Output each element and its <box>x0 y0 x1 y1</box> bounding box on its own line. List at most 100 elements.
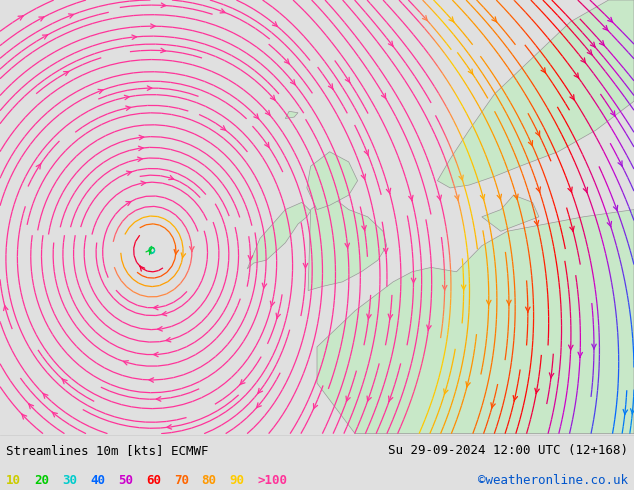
FancyArrowPatch shape <box>169 175 174 180</box>
FancyArrowPatch shape <box>39 17 44 21</box>
FancyArrowPatch shape <box>43 393 48 398</box>
FancyArrowPatch shape <box>486 300 491 305</box>
FancyArrowPatch shape <box>449 17 454 22</box>
FancyArrowPatch shape <box>491 403 495 408</box>
FancyArrowPatch shape <box>313 404 318 409</box>
FancyArrowPatch shape <box>466 382 470 387</box>
FancyArrowPatch shape <box>608 17 612 23</box>
Polygon shape <box>247 202 311 269</box>
FancyArrowPatch shape <box>149 378 153 382</box>
FancyArrowPatch shape <box>138 146 143 150</box>
FancyArrowPatch shape <box>29 404 34 409</box>
FancyArrowPatch shape <box>367 314 371 319</box>
FancyArrowPatch shape <box>481 195 484 200</box>
FancyArrowPatch shape <box>536 131 540 136</box>
Text: 20: 20 <box>34 474 49 487</box>
FancyArrowPatch shape <box>270 95 275 100</box>
Text: 50: 50 <box>118 474 133 487</box>
FancyArrowPatch shape <box>382 93 386 98</box>
FancyArrowPatch shape <box>174 249 179 255</box>
FancyArrowPatch shape <box>541 68 546 73</box>
FancyArrowPatch shape <box>161 3 165 7</box>
FancyArrowPatch shape <box>427 325 431 330</box>
FancyArrowPatch shape <box>534 220 539 226</box>
FancyArrowPatch shape <box>513 395 517 401</box>
FancyArrowPatch shape <box>158 327 162 331</box>
FancyArrowPatch shape <box>166 338 171 342</box>
FancyArrowPatch shape <box>157 397 161 401</box>
FancyArrowPatch shape <box>388 314 392 319</box>
FancyArrowPatch shape <box>497 194 501 200</box>
Polygon shape <box>307 152 358 210</box>
FancyArrowPatch shape <box>266 110 270 116</box>
FancyArrowPatch shape <box>570 95 574 100</box>
FancyArrowPatch shape <box>444 389 448 394</box>
FancyArrowPatch shape <box>138 157 142 162</box>
FancyArrowPatch shape <box>462 285 466 290</box>
FancyArrowPatch shape <box>42 35 48 39</box>
FancyArrowPatch shape <box>455 195 459 200</box>
FancyArrowPatch shape <box>126 171 131 175</box>
Polygon shape <box>308 195 387 291</box>
FancyArrowPatch shape <box>469 69 473 74</box>
FancyArrowPatch shape <box>570 226 574 232</box>
FancyArrowPatch shape <box>124 361 128 365</box>
FancyArrowPatch shape <box>220 9 225 13</box>
FancyArrowPatch shape <box>346 396 350 402</box>
FancyArrowPatch shape <box>607 221 611 227</box>
FancyArrowPatch shape <box>124 95 129 99</box>
FancyArrowPatch shape <box>384 248 388 253</box>
FancyArrowPatch shape <box>437 195 441 200</box>
FancyArrowPatch shape <box>618 161 622 166</box>
Text: 90: 90 <box>230 474 245 487</box>
FancyArrowPatch shape <box>528 141 533 146</box>
FancyArrowPatch shape <box>264 142 269 147</box>
FancyArrowPatch shape <box>514 194 518 199</box>
Text: 80: 80 <box>202 474 217 487</box>
FancyArrowPatch shape <box>160 48 165 53</box>
FancyArrowPatch shape <box>459 175 463 181</box>
FancyArrowPatch shape <box>587 50 592 55</box>
FancyArrowPatch shape <box>409 196 413 201</box>
FancyArrowPatch shape <box>568 187 572 193</box>
FancyArrowPatch shape <box>162 312 167 316</box>
FancyArrowPatch shape <box>578 352 583 357</box>
FancyArrowPatch shape <box>526 307 530 312</box>
FancyArrowPatch shape <box>153 352 158 357</box>
FancyArrowPatch shape <box>345 243 349 248</box>
FancyArrowPatch shape <box>18 16 23 20</box>
FancyArrowPatch shape <box>132 35 136 39</box>
FancyArrowPatch shape <box>365 150 368 155</box>
FancyArrowPatch shape <box>248 256 252 261</box>
FancyArrowPatch shape <box>507 300 511 305</box>
FancyArrowPatch shape <box>367 396 372 401</box>
FancyArrowPatch shape <box>36 164 41 169</box>
FancyArrowPatch shape <box>535 388 540 394</box>
FancyArrowPatch shape <box>139 135 144 140</box>
Text: Streamlines 10m [kts] ECMWF: Streamlines 10m [kts] ECMWF <box>6 444 209 457</box>
Text: 30: 30 <box>62 474 77 487</box>
FancyArrowPatch shape <box>139 266 145 271</box>
FancyArrowPatch shape <box>146 249 151 255</box>
FancyArrowPatch shape <box>549 373 553 378</box>
Text: ©weatheronline.co.uk: ©weatheronline.co.uk <box>477 474 628 487</box>
FancyArrowPatch shape <box>53 412 57 417</box>
FancyArrowPatch shape <box>221 126 226 130</box>
Polygon shape <box>285 111 298 119</box>
FancyArrowPatch shape <box>240 380 245 385</box>
FancyArrowPatch shape <box>492 17 496 22</box>
FancyArrowPatch shape <box>285 59 289 64</box>
FancyArrowPatch shape <box>290 80 295 85</box>
FancyArrowPatch shape <box>614 205 618 211</box>
FancyArrowPatch shape <box>98 89 103 94</box>
FancyArrowPatch shape <box>590 42 595 47</box>
FancyArrowPatch shape <box>362 225 366 231</box>
Text: Su 29-09-2024 12:00 UTC (12+168): Su 29-09-2024 12:00 UTC (12+168) <box>387 444 628 457</box>
FancyArrowPatch shape <box>254 114 259 119</box>
Text: 70: 70 <box>174 474 189 487</box>
FancyArrowPatch shape <box>361 174 365 180</box>
FancyArrowPatch shape <box>276 313 280 318</box>
FancyArrowPatch shape <box>63 72 68 75</box>
Text: 10: 10 <box>6 474 22 487</box>
FancyArrowPatch shape <box>328 84 333 89</box>
